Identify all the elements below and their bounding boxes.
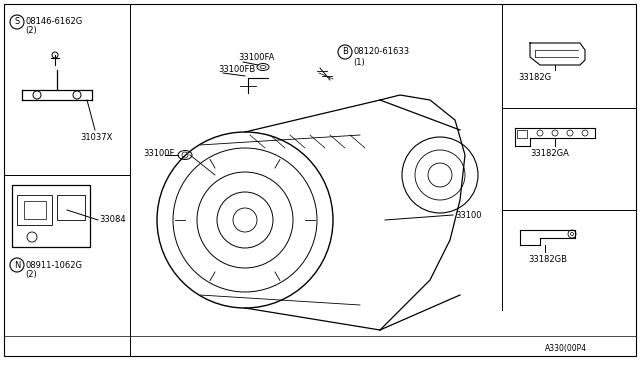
Bar (17, 195, 52, 225)
Text: (2): (2) (25, 26, 36, 35)
Text: 33084: 33084 (99, 215, 125, 224)
Bar (12, 185, 90, 247)
Text: 33100FA: 33100FA (238, 52, 275, 61)
Text: A330(00P4: A330(00P4 (545, 343, 587, 353)
Bar (57, 195, 85, 220)
Text: 08911-1062G: 08911-1062G (25, 260, 82, 269)
Text: (2): (2) (25, 269, 36, 279)
Bar (517, 130, 527, 138)
Text: S: S (14, 17, 20, 26)
Bar (24, 201, 46, 219)
Text: N: N (14, 260, 20, 269)
Text: 31037X: 31037X (80, 134, 113, 142)
Text: 33182GB: 33182GB (528, 254, 567, 263)
Text: 33182GA: 33182GA (530, 148, 569, 157)
Text: 33182G: 33182G (518, 73, 552, 81)
Text: 33100F: 33100F (143, 148, 174, 157)
Text: 08146-6162G: 08146-6162G (25, 17, 83, 26)
Text: 33100: 33100 (455, 211, 481, 219)
Text: B: B (342, 48, 348, 57)
Text: (1): (1) (353, 58, 365, 67)
Text: 33100FB: 33100FB (218, 65, 255, 74)
Text: 08120-61633: 08120-61633 (353, 48, 409, 57)
